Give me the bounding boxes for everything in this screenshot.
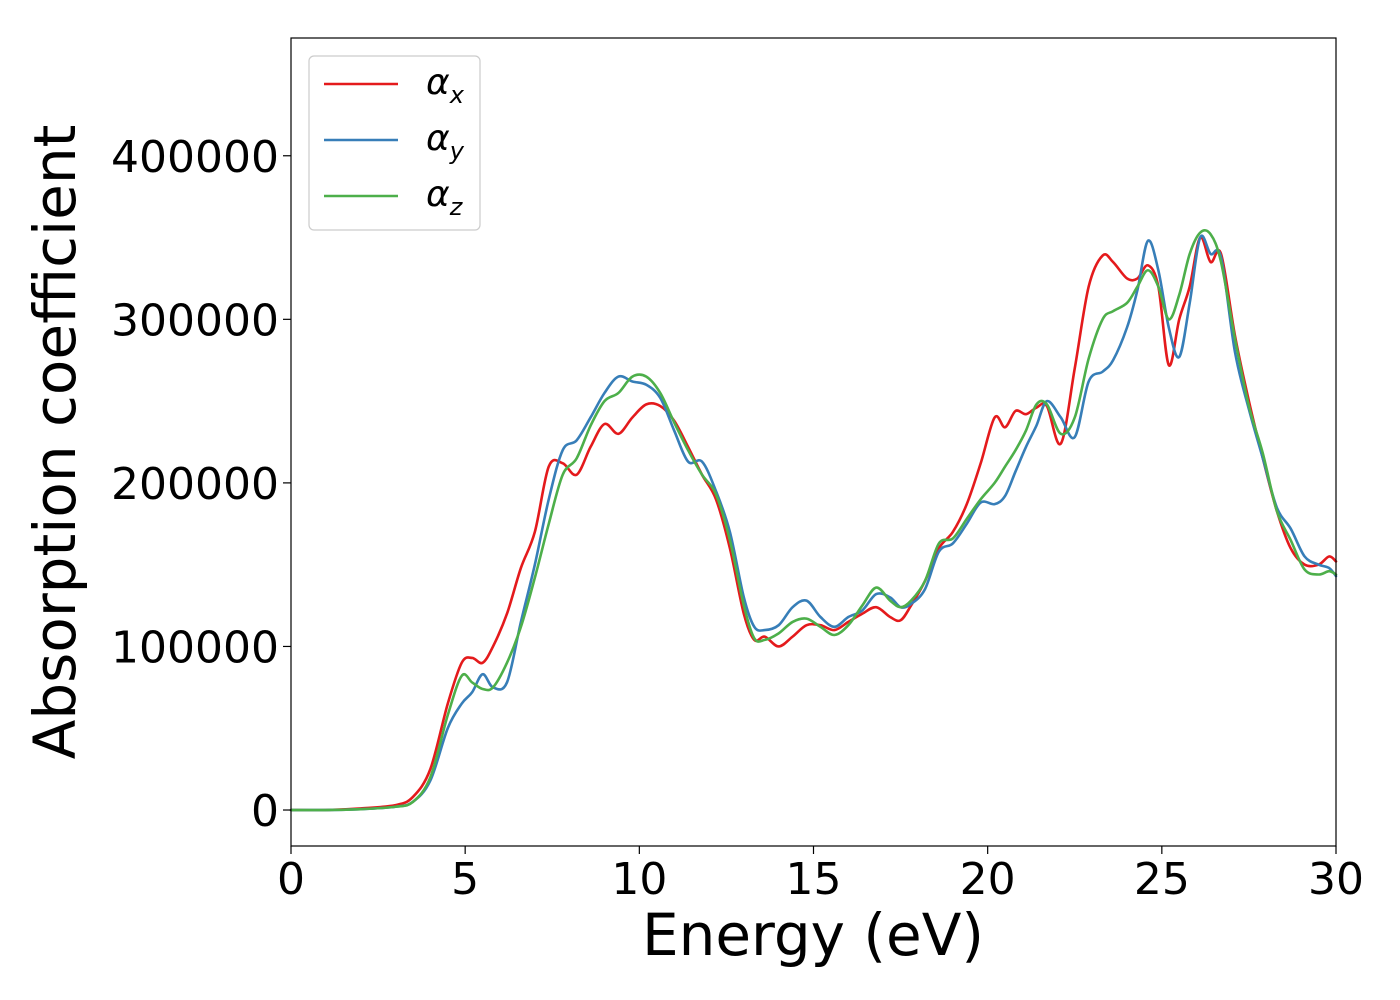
x-axis: 0 5 10 15 20 25 30 (277, 846, 1364, 905)
legend-box (308, 55, 481, 231)
y-tick-label: 100000 (111, 622, 279, 673)
series-layer (289, 229, 1338, 812)
series-line-alpha-y (289, 234, 1338, 812)
x-tick-label: 10 (611, 854, 667, 905)
x-tick-label: 25 (1134, 854, 1190, 905)
y-tick-label: 300000 (111, 295, 279, 346)
y-tick-label: 400000 (111, 132, 279, 183)
x-tick-label: 0 (277, 854, 305, 905)
x-tick-label: 15 (786, 854, 842, 905)
y-tick-label: 0 (251, 786, 279, 837)
y-tick-label: 200000 (111, 459, 279, 510)
x-axis-title: Energy (eV) (642, 901, 984, 969)
series-line-alpha-z (289, 229, 1338, 812)
x-tick-label: 5 (451, 854, 479, 905)
x-tick-label: 20 (960, 854, 1016, 905)
y-axis-title: Absorption coefficient (21, 125, 89, 760)
series-line-alpha-x (289, 236, 1338, 812)
y-axis: 0 100000 200000 300000 400000 (111, 132, 291, 837)
x-tick-label: 30 (1308, 854, 1364, 905)
